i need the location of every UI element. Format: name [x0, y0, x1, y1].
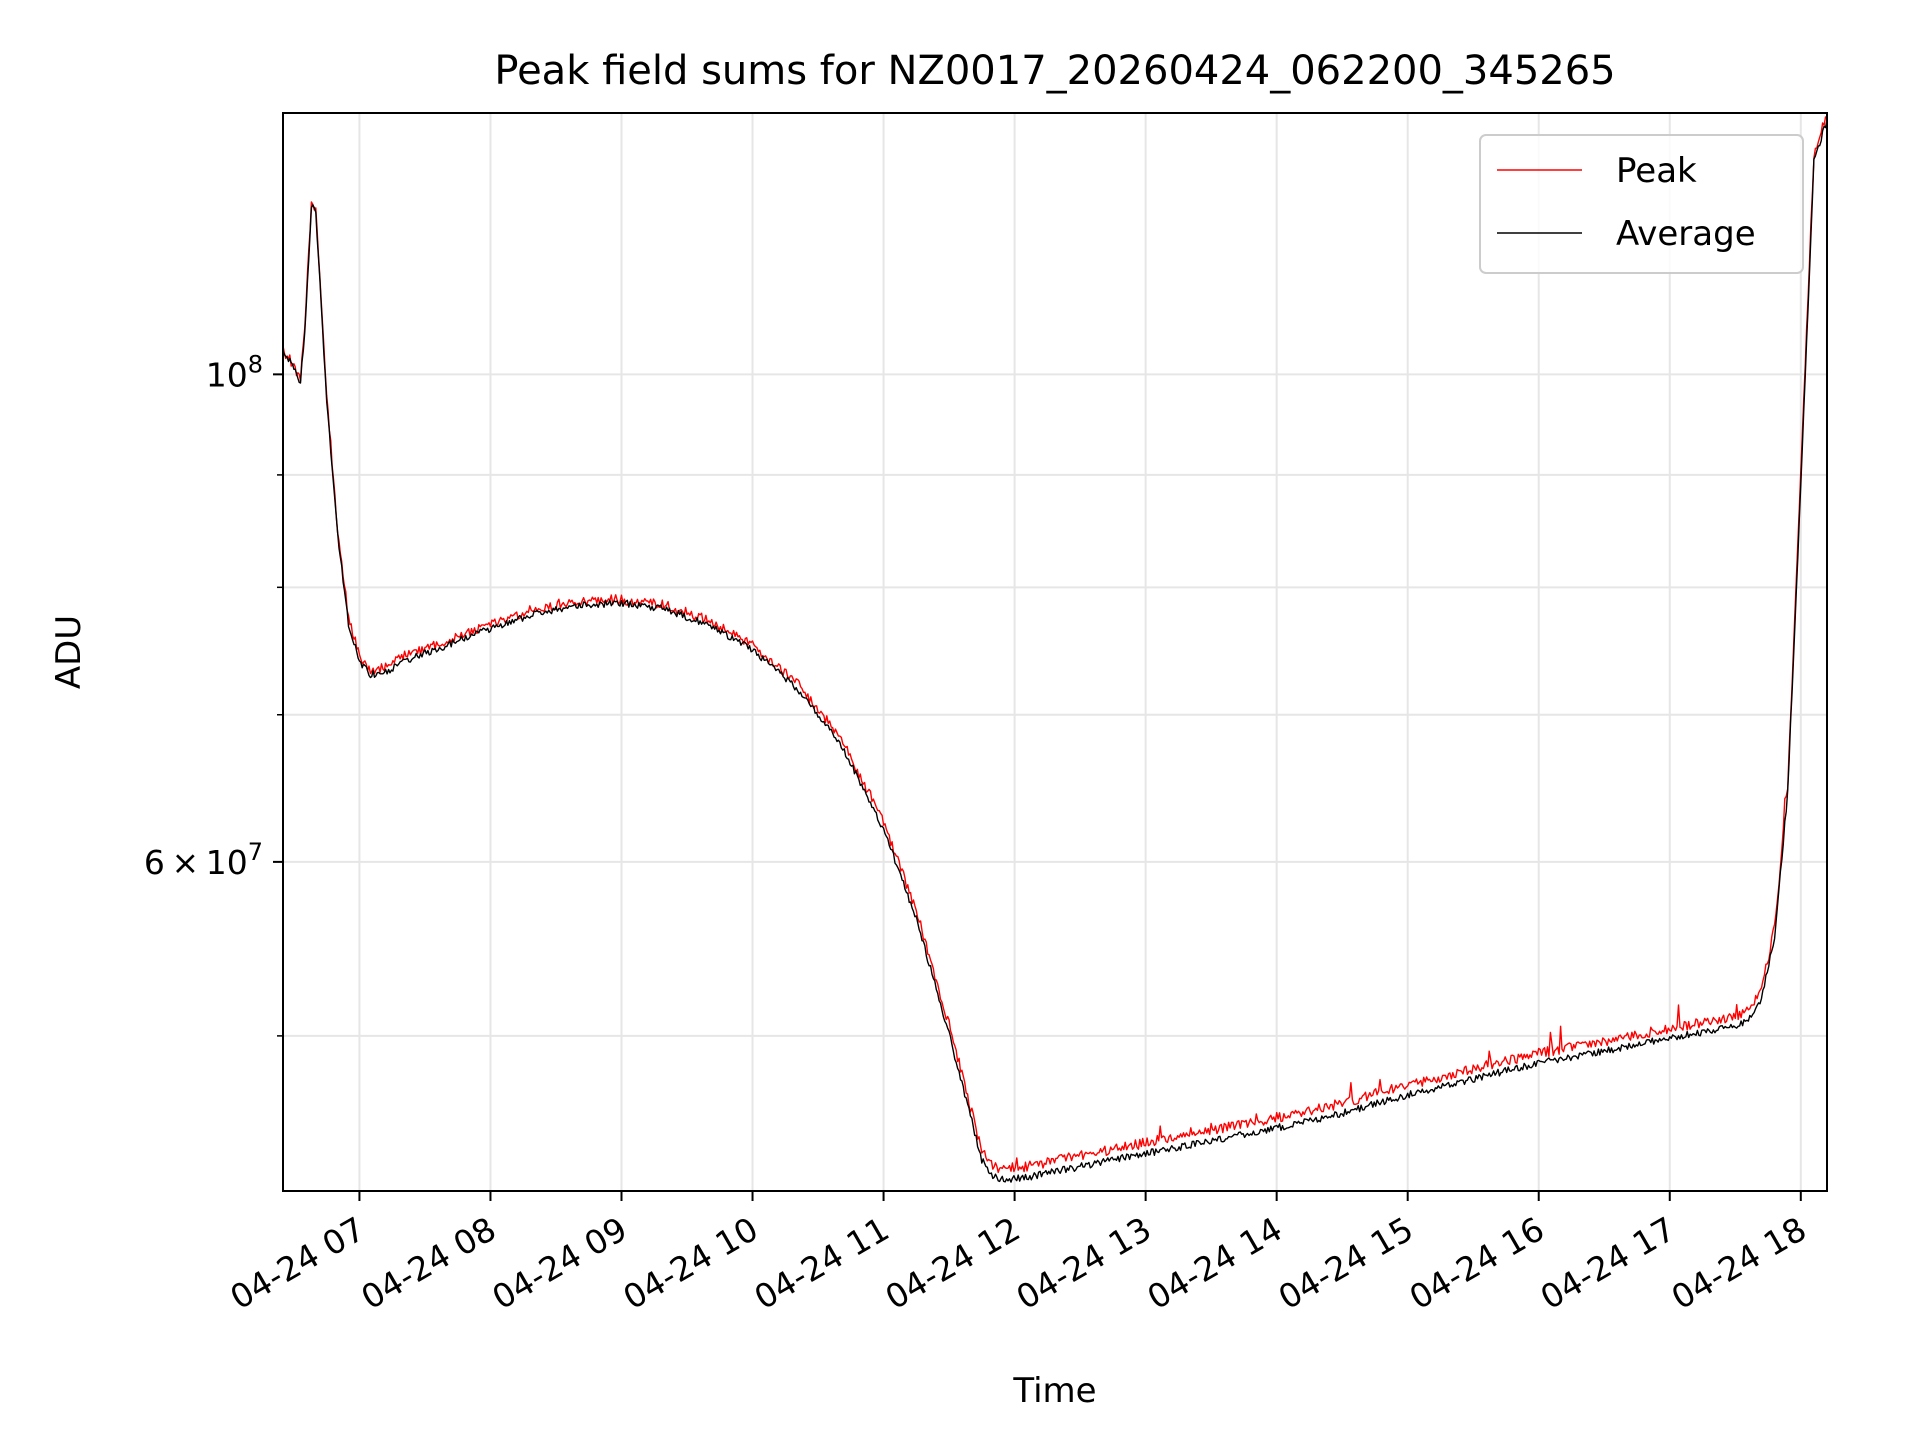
x-tick-label: 04-24 11 [748, 1209, 896, 1317]
average-series-line [282, 120, 1828, 1183]
legend: Peak Average [1479, 134, 1804, 274]
x-tick-label: 04-24 10 [617, 1209, 765, 1317]
y-axis-label: ADU [49, 615, 89, 689]
x-tick-label: 04-24 09 [486, 1209, 634, 1317]
x-tick-label: 04-24 07 [223, 1209, 371, 1317]
plot-frame [282, 112, 1828, 1192]
x-tick-label: 04-24 14 [1141, 1209, 1289, 1317]
series-lines [282, 115, 1828, 1183]
chart-title: Peak field sums for NZ0017_20260424_0622… [494, 48, 1615, 94]
x-tick-label: 04-24 16 [1403, 1209, 1551, 1317]
x-tick-label: 04-24 17 [1534, 1209, 1682, 1317]
legend-peak-label: Peak [1616, 151, 1697, 191]
x-tick-label: 04-24 08 [354, 1209, 502, 1317]
peak-series-line [282, 115, 1828, 1174]
y-tick-label: 108 [206, 350, 263, 394]
x-tick-label: 04-24 18 [1665, 1209, 1813, 1317]
x-axis-label: Time [1012, 1371, 1096, 1411]
y-tick-label: 6 × 107 [144, 838, 263, 882]
x-tick-label: 04-24 12 [879, 1209, 1027, 1317]
x-tick-label: 04-24 15 [1272, 1209, 1420, 1317]
grid-lines [283, 113, 1827, 1191]
legend-average-label: Average [1616, 214, 1756, 254]
x-tick-label: 04-24 13 [1010, 1209, 1158, 1317]
